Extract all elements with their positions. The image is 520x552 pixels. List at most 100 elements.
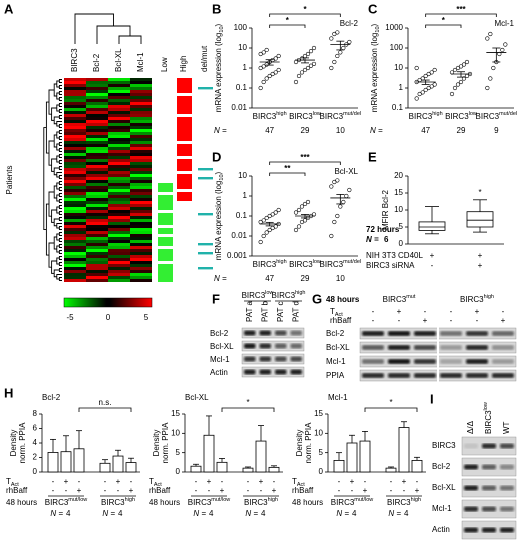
point: [458, 64, 464, 69]
significance-bracket: [269, 13, 341, 17]
y-tick-label: 2: [33, 453, 38, 462]
high-bar: [177, 120, 192, 123]
point: [347, 39, 352, 45]
blot-band: [440, 345, 462, 350]
row-dendrogram: [58, 124, 62, 128]
heatmap-cell: [130, 255, 152, 258]
y-label-text: mRNA expression (log: [214, 33, 223, 113]
y-tick-label: 10: [394, 205, 403, 214]
heatmap-cell: [130, 231, 152, 234]
blot-band: [259, 343, 271, 349]
n-value: 4: [352, 509, 357, 518]
point: [452, 67, 458, 73]
heatmap-cell: [108, 252, 130, 255]
bar: [60, 451, 72, 473]
heatmap-cell: [130, 204, 152, 207]
heatmap-cell: [108, 189, 130, 192]
heatmap-cell: [86, 234, 108, 237]
heatmap-cell: [130, 168, 152, 171]
heatmap-cell: [130, 264, 152, 267]
group-label-base: BIRC3: [244, 498, 268, 507]
bar: [216, 461, 228, 473]
heatmap-cell: [130, 108, 152, 111]
heatmap-cell: [86, 264, 108, 267]
row-dendrogram: [58, 238, 62, 242]
rhbaff-sign: +: [77, 486, 82, 495]
x-tick-label-base: BIRC3: [289, 260, 313, 269]
blot-band: [362, 331, 384, 336]
point: [341, 199, 346, 205]
point: [299, 204, 305, 209]
heatmap-cell: [130, 90, 152, 93]
point: [261, 50, 266, 55]
high-bar: [177, 183, 192, 186]
low-bar: [158, 255, 173, 258]
point: [341, 45, 346, 51]
heatmap-cell: [108, 258, 130, 261]
point: [273, 210, 278, 215]
annotation-label: del/mut: [200, 45, 209, 72]
heatmap-cell: [64, 129, 86, 132]
low-bar: [158, 201, 173, 204]
point: [503, 42, 508, 47]
y-tick-label: 15: [314, 409, 323, 418]
low-bar: [158, 267, 173, 270]
point: [452, 85, 458, 91]
significance-label: ***: [300, 153, 310, 162]
group-label-sup: high: [484, 294, 494, 300]
low-bar: [158, 213, 173, 216]
group-label-base: BIRC3: [101, 498, 125, 507]
del-mut-bar: [198, 252, 213, 255]
t-act-sign: -: [104, 477, 107, 486]
blot-strip: [241, 353, 305, 365]
blot-band: [466, 345, 488, 350]
heatmap-cell: [108, 165, 130, 168]
panel-title: Bcl-XL: [334, 167, 358, 176]
y-axis-label: Density: [9, 430, 18, 457]
blot-band: [414, 345, 436, 350]
heatmap-cell: [86, 246, 108, 249]
t-act-label-sub: Act: [297, 482, 305, 488]
bar: [359, 440, 371, 473]
del-mut-bar: [198, 168, 213, 171]
heatmap-cell: [130, 117, 152, 120]
y-tick-label: 5: [176, 448, 181, 457]
heatmap-cell: [130, 129, 152, 132]
heatmap-cell: [64, 234, 86, 237]
column-label: Mcl-1: [136, 52, 145, 72]
heatmap-cell: [86, 123, 108, 126]
high-bar: [177, 87, 192, 90]
blot-band: [440, 359, 462, 364]
n-label: N =: [366, 235, 379, 244]
n-label: N =: [214, 274, 227, 283]
x-tick-label-base: BIRC3: [320, 260, 344, 269]
blot-band: [259, 356, 271, 362]
high-bar: [177, 126, 192, 129]
heatmap-cell: [86, 132, 108, 135]
y-tick-label: 100: [234, 23, 248, 32]
panel-label: E: [368, 149, 377, 164]
rhbaff-sign: +: [423, 316, 428, 325]
rhbaff-sign: +: [501, 316, 506, 325]
heatmap-cell: [108, 120, 130, 123]
x-tick-label-sup: mut/del: [343, 259, 361, 265]
heatmap-cell: [108, 192, 130, 195]
row-label: Bcl-2: [326, 329, 345, 338]
heatmap-cell: [64, 150, 86, 153]
t-act-label: TAct: [6, 477, 19, 488]
point: [338, 50, 343, 55]
heatmap-cell: [64, 216, 86, 219]
heatmap-cell: [130, 177, 152, 180]
point: [455, 82, 461, 87]
row-dendrogram: [43, 127, 47, 231]
y-tick-label: 0.1: [236, 83, 248, 92]
box: [418, 221, 446, 231]
y-tick-label: 1: [243, 191, 248, 200]
high-bar: [177, 132, 192, 135]
y-label-end: ): [370, 23, 379, 26]
heatmap-cell: [108, 135, 130, 138]
heatmap-cell: [130, 141, 152, 144]
blot-band: [492, 331, 514, 336]
blot-band: [290, 356, 302, 362]
heatmap-cell: [130, 252, 152, 255]
